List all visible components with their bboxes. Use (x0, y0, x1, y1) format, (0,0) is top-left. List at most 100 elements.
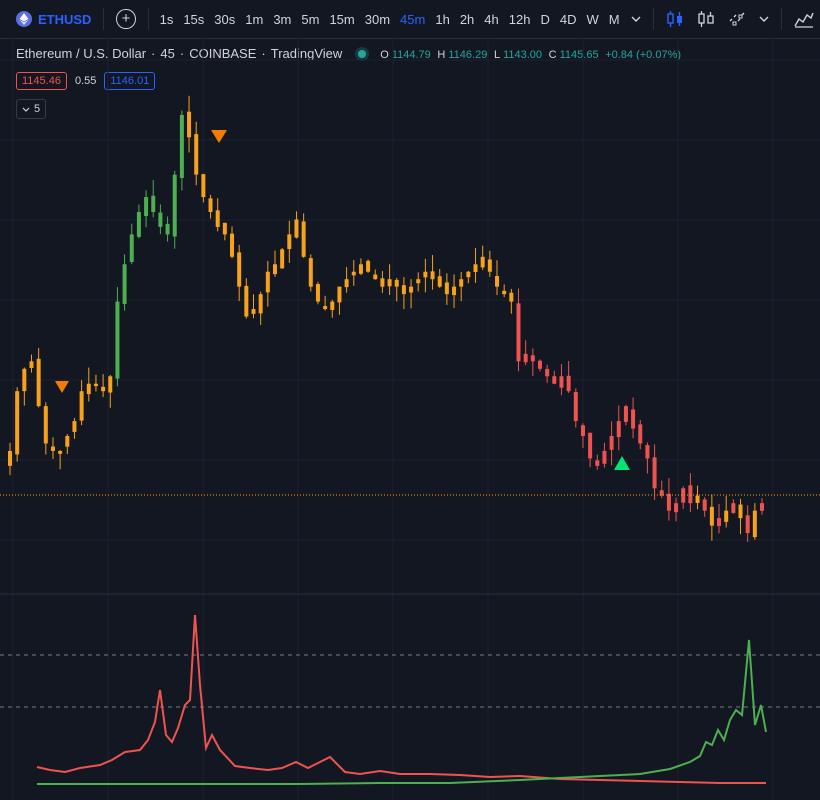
candle-body (301, 221, 306, 257)
candle-body (72, 421, 77, 432)
interval-1s[interactable]: 1s (159, 11, 174, 27)
candle-body (559, 376, 564, 388)
chevron-down-icon[interactable] (753, 14, 775, 25)
candle-body (595, 460, 600, 466)
candle-body (272, 264, 277, 275)
interval-w[interactable]: W (586, 11, 599, 27)
interval-4d[interactable]: 4D (559, 11, 577, 27)
interval-12h[interactable]: 12h (508, 11, 531, 27)
candle-body (674, 503, 679, 513)
candle-body (337, 286, 342, 303)
candle-body (280, 249, 285, 269)
interval-3m[interactable]: 3m (273, 11, 292, 27)
candle-body (373, 274, 378, 280)
open-value: 1144.79 (391, 49, 431, 61)
interval-15m[interactable]: 15m (329, 11, 355, 27)
interval-list: 1s 15s 30s 1m 3m 5m 15m 30m 45m 1h 2h 4h 12h D 4D W M (155, 8, 625, 31)
candle-body (724, 510, 729, 522)
interval-1m[interactable]: 1m (245, 11, 264, 27)
candle-body (215, 210, 220, 227)
close-label: C (548, 49, 557, 61)
candle-body (79, 391, 84, 421)
candle-body (573, 392, 578, 422)
interval-30m[interactable]: 30m (364, 11, 391, 27)
indicator-count: 5 (33, 103, 41, 115)
open-label: O (380, 49, 389, 61)
candle-body (344, 279, 349, 288)
candle-body (509, 292, 514, 302)
candle-body (480, 256, 485, 268)
candle-body (552, 376, 557, 384)
candle-body (144, 197, 149, 217)
indicators-icon[interactable] (728, 9, 747, 29)
chevron-down-icon[interactable] (625, 14, 647, 25)
divider (781, 8, 782, 30)
change-value: +0.84 (+0.07%) (605, 49, 682, 61)
candle-body (201, 174, 206, 198)
candle-body (136, 212, 141, 237)
legend-separator: · (151, 46, 156, 61)
candle-body (409, 286, 414, 293)
candle-body (265, 271, 270, 293)
divider (103, 8, 105, 30)
high-label: H (437, 49, 446, 61)
top-toolbar: ETHUSD + 1s 15s 30s 1m 3m 5m 15m 30m 45m 1h 2h 4h 12… (0, 0, 820, 39)
candle-body (315, 284, 320, 302)
candle-body (323, 306, 328, 310)
sell-signal-marker (55, 381, 69, 393)
candle-body (93, 383, 98, 387)
price-chart[interactable] (0, 38, 820, 800)
candle-body (588, 432, 593, 459)
interval-15s[interactable]: 15s (183, 11, 205, 27)
high-value: 1146.29 (448, 49, 488, 61)
sell-price-box[interactable]: 1145.46 (16, 72, 67, 90)
candle-body (115, 301, 120, 379)
candle-body (709, 506, 714, 526)
candle-body (530, 355, 535, 362)
candle-body (187, 111, 192, 138)
candle-body (652, 457, 657, 489)
candle-body (43, 406, 48, 444)
interval-45m[interactable]: 45m (400, 11, 426, 27)
ethereum-icon (16, 11, 32, 27)
interval-5m[interactable]: 5m (301, 11, 320, 27)
candle-body (473, 264, 478, 273)
candle-body (15, 391, 20, 455)
candles-icon[interactable] (666, 9, 685, 29)
interval-m[interactable]: M (608, 11, 620, 27)
candle-body (602, 450, 607, 464)
interval-d[interactable]: D (540, 11, 550, 27)
candle-body (129, 234, 134, 262)
area-chart-icon[interactable] (794, 9, 814, 29)
candle-body (387, 279, 392, 287)
candle-body (702, 499, 707, 511)
buy-price-box[interactable]: 1146.01 (104, 72, 156, 90)
interval-30s[interactable]: 30s (214, 11, 236, 27)
candle-body (101, 386, 106, 392)
candle-body (752, 510, 757, 538)
candle-body (638, 424, 643, 444)
candle-body (36, 358, 41, 407)
interval-2h[interactable]: 2h (459, 11, 475, 27)
sell-signal-marker (211, 130, 227, 143)
bars-icon[interactable] (697, 9, 716, 29)
candle-body (502, 290, 507, 295)
candle-body (681, 488, 686, 503)
indicators-collapse-button[interactable]: 5 (16, 99, 46, 119)
candle-body (452, 286, 457, 296)
candle-body (745, 515, 750, 534)
candle-body (194, 134, 199, 175)
interval-4h[interactable]: 4h (484, 11, 499, 27)
candle-body (645, 445, 650, 459)
candle-body (566, 375, 571, 392)
candle-body (222, 222, 227, 235)
candle-body (330, 301, 335, 310)
compare-plus-icon[interactable]: + (116, 9, 136, 29)
market-status-dot[interactable] (358, 49, 367, 58)
candle-body (29, 361, 34, 368)
low-value: 1143.00 (503, 49, 543, 61)
candle-body (466, 271, 471, 278)
symbol-search-button[interactable]: ETHUSD (10, 6, 97, 32)
candle-body (179, 114, 184, 178)
interval-1h[interactable]: 1h (435, 11, 450, 27)
